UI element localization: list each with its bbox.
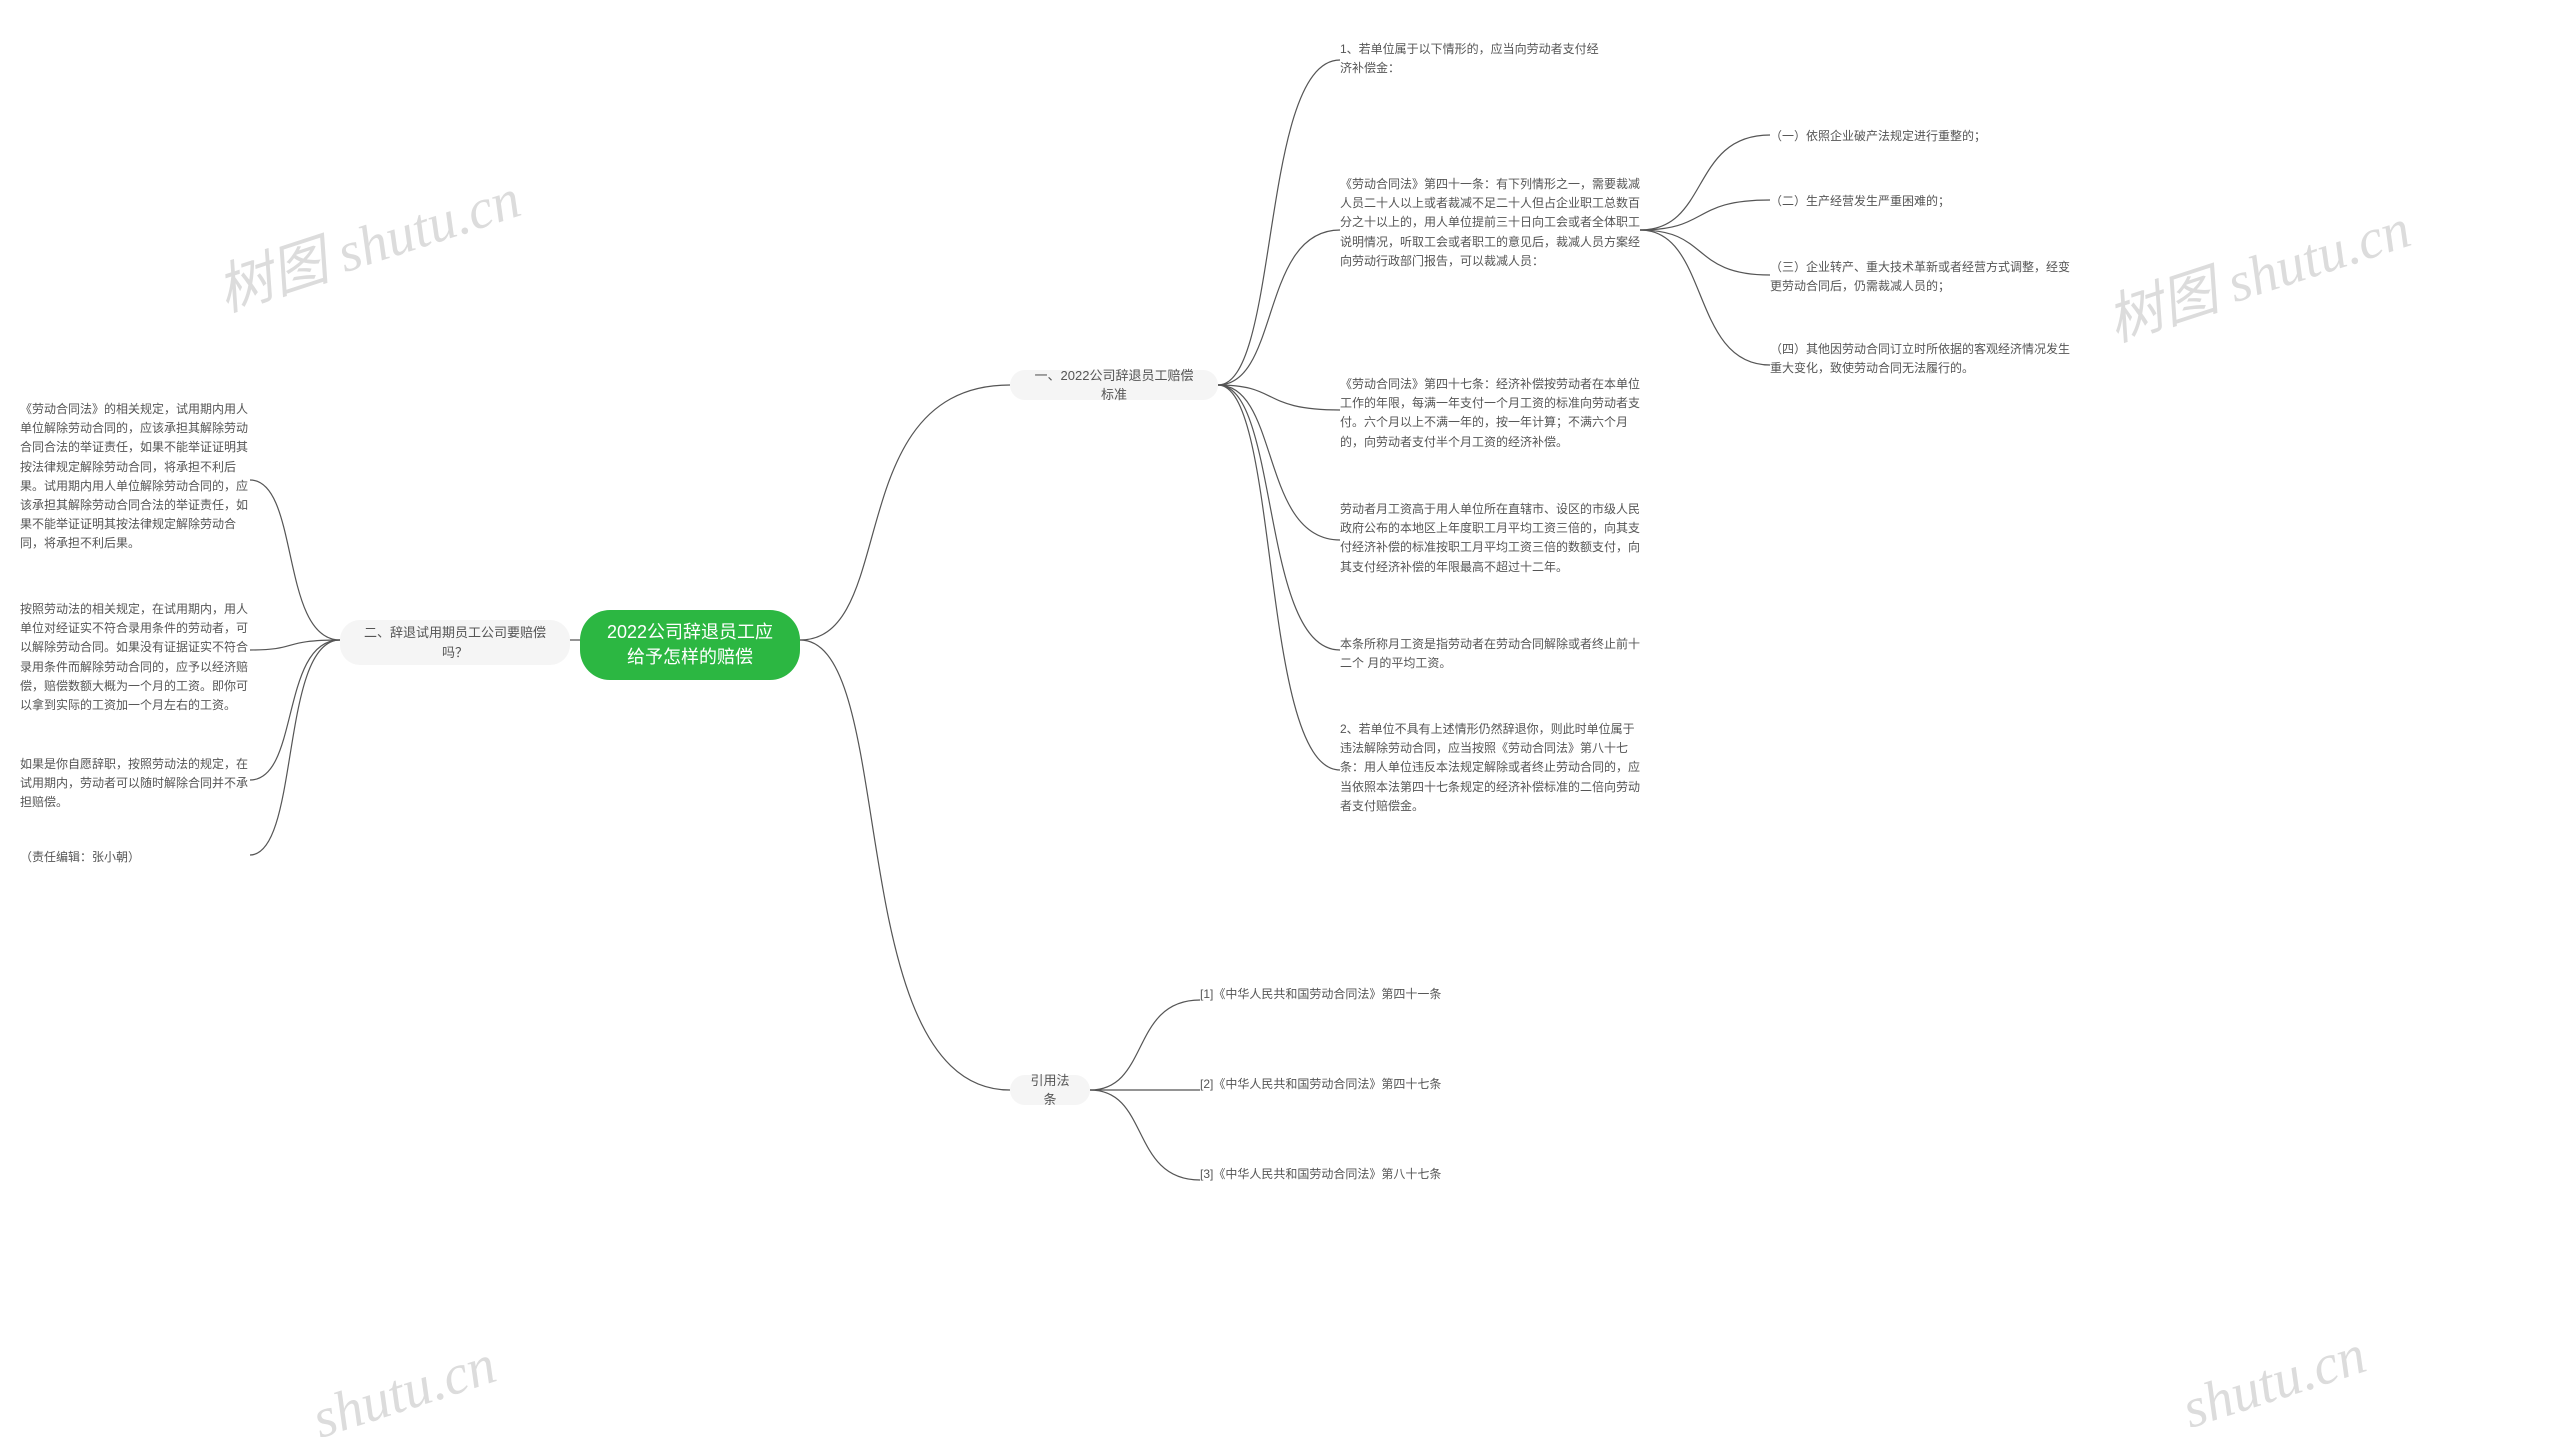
leaf-r2-2: [2]《中华人民共和国劳动合同法》第四十七条 (1200, 1075, 1480, 1094)
leaf-r1-2a: （一）依照企业破产法规定进行重整的； (1770, 127, 2070, 146)
leaf-r1-2: 《劳动合同法》第四十一条：有下列情形之一，需要裁减人员二十人以上或者裁减不足二十… (1340, 175, 1640, 271)
leaf-r1-2c: （三）企业转产、重大技术革新或者经营方式调整，经变更劳动合同后，仍需裁减人员的； (1770, 258, 2070, 296)
branch-probation[interactable]: 二、辞退试用期员工公司要赔偿吗？ (340, 620, 570, 665)
leaf-l1-3: 如果是你自愿辞职，按照劳动法的规定，在试用期内，劳动者可以随时解除合同并不承担赔… (20, 755, 250, 813)
watermark: shutu.cn (305, 1332, 504, 1445)
leaf-r1-5: 本条所称月工资是指劳动者在劳动合同解除或者终止前十二个 月的平均工资。 (1340, 635, 1640, 673)
mindmap-edges (0, 0, 2560, 1445)
watermark: shutu.cn (2175, 1322, 2374, 1441)
leaf-r1-3: 《劳动合同法》第四十七条：经济补偿按劳动者在本单位工作的年限，每满一年支付一个月… (1340, 375, 1640, 452)
leaf-r1-2b: （二）生产经营发生严重困难的； (1770, 192, 2070, 211)
leaf-r1-6: 2、若单位不具有上述情形仍然辞退你，则此时单位属于违法解除劳动合同，应当按照《劳… (1340, 720, 1640, 816)
leaf-r2-1: [1]《中华人民共和国劳动合同法》第四十一条 (1200, 985, 1480, 1004)
leaf-r1-4: 劳动者月工资高于用人单位所在直辖市、设区的市级人民政府公布的本地区上年度职工月平… (1340, 500, 1640, 577)
leaf-r1-2d: （四）其他因劳动合同订立时所依据的客观经济情况发生重大变化，致使劳动合同无法履行… (1770, 340, 2070, 378)
watermark: 树图 shutu.cn (2095, 183, 2419, 357)
branch-references[interactable]: 引用法条 (1010, 1075, 1090, 1105)
branch-standard[interactable]: 一、2022公司辞退员工赔偿标准 (1010, 370, 1218, 400)
leaf-r1-1: 1、若单位属于以下情形的，应当向劳动者支付经济补偿金： (1340, 40, 1605, 78)
leaf-l1-1: 《劳动合同法》的相关规定，试用期内用人单位解除劳动合同的，应该承担其解除劳动合同… (20, 400, 250, 554)
root-node[interactable]: 2022公司辞退员工应给予怎样的赔偿 (580, 610, 800, 680)
leaf-l1-4: （责任编辑：张小朝） (20, 848, 250, 867)
leaf-l1-2: 按照劳动法的相关规定，在试用期内，用人单位对经证实不符合录用条件的劳动者，可以解… (20, 600, 250, 715)
leaf-r2-3: [3]《中华人民共和国劳动合同法》第八十七条 (1200, 1165, 1480, 1184)
watermark: 树图 shutu.cn (205, 153, 529, 327)
